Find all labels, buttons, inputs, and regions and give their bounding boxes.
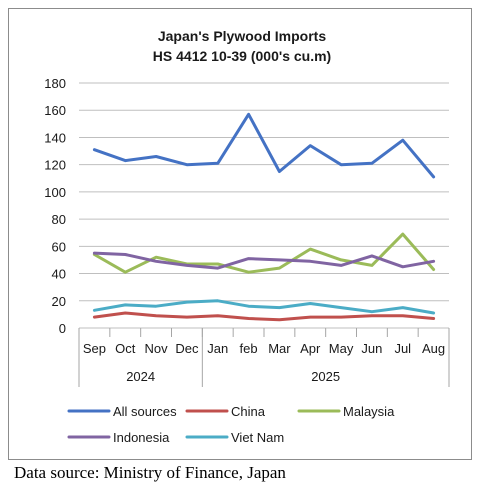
year-group-label: 2025	[311, 369, 340, 384]
y-tick-label: 160	[44, 103, 66, 118]
legend-label-viet-nam: Viet Nam	[231, 430, 284, 445]
y-tick-label: 140	[44, 130, 66, 145]
series-lines	[92, 112, 436, 322]
x-tick-label: Dec	[175, 341, 199, 356]
y-tick-label: 20	[52, 294, 66, 309]
x-tick-label: Aug	[422, 341, 445, 356]
x-tick-label: Jan	[207, 341, 228, 356]
chart-title-line-1: Japan's Plywood Imports	[158, 28, 326, 44]
x-tick-label: Jul	[394, 341, 411, 356]
y-tick-label: 120	[44, 158, 66, 173]
chart-frame: Japan's Plywood Imports HS 4412 10-39 (0…	[8, 8, 472, 460]
x-tick-label: Jun	[361, 341, 382, 356]
x-tick-label: Mar	[268, 341, 291, 356]
y-tick-label: 80	[52, 212, 66, 227]
y-axis: 0 20 40 60 80 100 120 140 160 180	[44, 76, 66, 336]
x-tick-label: Nov	[145, 341, 169, 356]
x-tick-label: Apr	[300, 341, 321, 356]
x-tick-label: May	[329, 341, 354, 356]
gridlines	[79, 82, 449, 329]
legend-label-malaysia: Malaysia	[343, 404, 395, 419]
x-axis: Sep Oct Nov Dec Jan feb Mar Apr May Jun Jul Aug 2024…	[78, 328, 450, 387]
chart-title-line-2: HS 4412 10-39 (000's cu.m)	[153, 48, 331, 64]
year-group-label: 2024	[126, 369, 155, 384]
y-tick-label: 0	[59, 321, 66, 336]
series-line-malaysia	[92, 232, 436, 274]
x-tick-label: Sep	[83, 341, 106, 356]
data-source-note: Data source: Ministry of Finance, Japan	[14, 463, 286, 482]
series-line-viet-nam	[92, 299, 436, 315]
y-tick-label: 180	[44, 76, 66, 91]
legend-label-china: China	[231, 404, 266, 419]
x-tick-label: Oct	[115, 341, 136, 356]
y-tick-label: 40	[52, 267, 66, 282]
legend-label-indonesia: Indonesia	[113, 430, 170, 445]
chart-title: Japan's Plywood Imports HS 4412 10-39 (0…	[153, 28, 331, 64]
legend: All sources China Malaysia Indonesia Viet Na…	[67, 404, 395, 445]
line-chart: Japan's Plywood Imports HS 4412 10-39 (0…	[44, 28, 450, 445]
series-line-china	[92, 311, 436, 322]
x-tick-label: feb	[240, 341, 258, 356]
series-line-indonesia	[92, 251, 436, 270]
y-tick-label: 60	[52, 239, 66, 254]
series-line-all-sources	[92, 112, 436, 179]
y-tick-label: 100	[44, 185, 66, 200]
legend-label-all-sources: All sources	[113, 404, 177, 419]
